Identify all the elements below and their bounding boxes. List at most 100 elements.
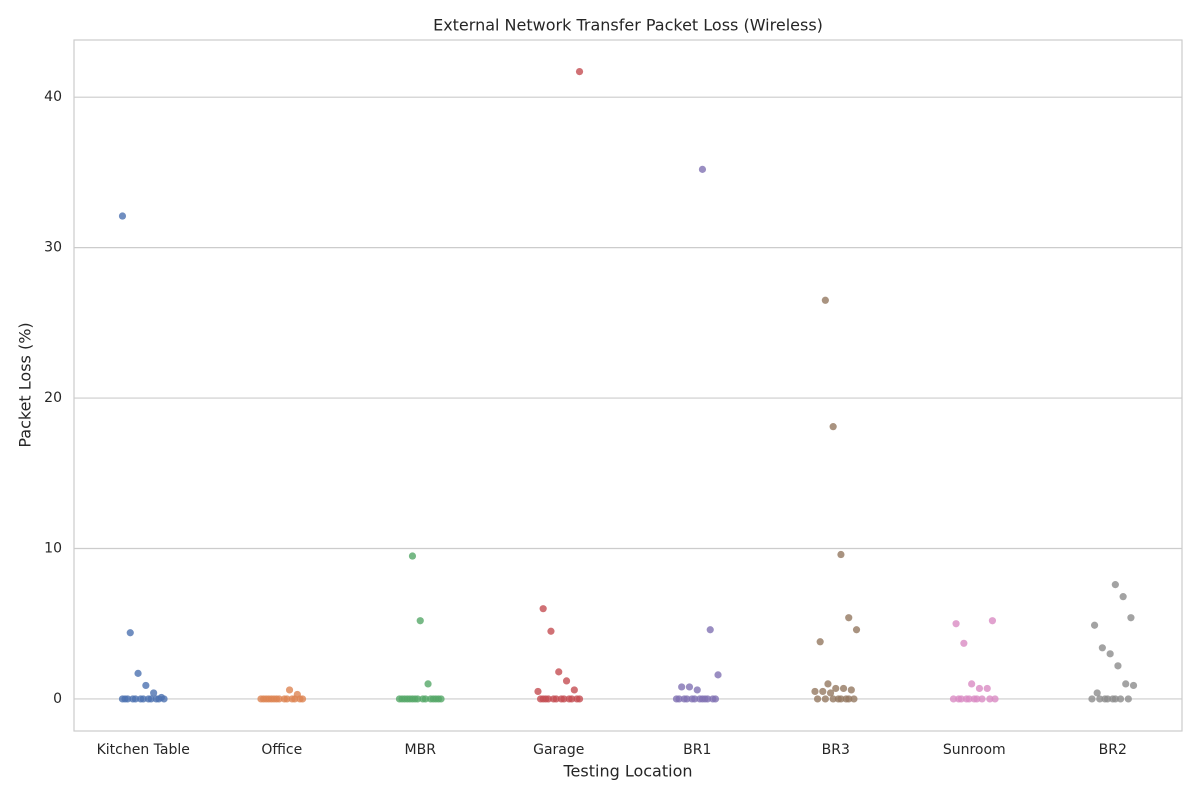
data-point [155, 695, 163, 703]
data-point [429, 695, 437, 703]
data-point [552, 695, 560, 703]
data-point [1122, 680, 1130, 688]
data-point [988, 617, 997, 625]
data-point [845, 695, 853, 703]
data-point [829, 695, 837, 703]
data-point [952, 620, 960, 628]
data-point [547, 627, 555, 635]
data-point [1124, 695, 1132, 703]
data-point [416, 617, 424, 625]
data-point [978, 695, 986, 703]
data-point [575, 695, 584, 703]
data-point [698, 165, 707, 173]
data-point [1090, 621, 1099, 629]
data-point [973, 695, 981, 703]
data-point [821, 296, 829, 304]
data-point [837, 695, 845, 703]
data-point [706, 626, 714, 634]
data-point [575, 67, 584, 76]
data-point [704, 695, 712, 703]
data-point [285, 686, 294, 694]
data-point [139, 695, 147, 703]
data-point [124, 695, 132, 703]
data-point [126, 629, 134, 637]
data-point [819, 687, 827, 696]
data-point [262, 695, 270, 703]
data-point [544, 695, 552, 703]
y-tick-label: 10 [44, 541, 62, 557]
data-point [298, 695, 307, 703]
data-point [131, 695, 140, 703]
data-point [562, 677, 571, 685]
data-point [414, 695, 422, 703]
data-point [1106, 650, 1114, 658]
data-point [283, 695, 291, 703]
data-point [1129, 681, 1138, 690]
data-point [829, 423, 837, 431]
data-point [852, 626, 861, 634]
data-point [711, 695, 720, 703]
data-point [986, 695, 994, 703]
data-point [424, 680, 432, 688]
data-point [1098, 644, 1106, 652]
data-point [160, 695, 168, 703]
data-point [1116, 695, 1125, 703]
y-tick-label: 40 [44, 89, 62, 105]
data-point [437, 695, 445, 703]
x-tick-label: BR2 [1099, 742, 1127, 758]
x-tick-label: Kitchen Table [97, 742, 190, 758]
data-point [147, 695, 155, 703]
data-point [291, 695, 299, 703]
data-point [691, 695, 699, 703]
x-axis-label: Testing Location [562, 762, 692, 781]
x-tick-label: Sunroom [943, 742, 1006, 758]
data-point [845, 614, 853, 622]
data-point [960, 639, 968, 647]
data-point [839, 684, 848, 693]
data-point [975, 684, 984, 693]
data-point [539, 695, 547, 703]
data-point [698, 695, 707, 703]
data-point [968, 680, 976, 688]
data-point [408, 695, 417, 703]
data-point [1111, 581, 1119, 589]
data-point [826, 689, 835, 697]
x-tick-label: Garage [533, 742, 584, 758]
x-tick-label: Office [261, 742, 302, 758]
data-point [685, 683, 694, 691]
data-point [983, 684, 991, 693]
data-point [555, 668, 563, 676]
data-point [821, 695, 829, 703]
data-point [1119, 593, 1127, 601]
y-axis-label: Packet Loss (%) [16, 322, 35, 447]
data-point [275, 695, 283, 703]
data-point [134, 669, 142, 677]
data-point [118, 695, 127, 703]
data-point [832, 684, 840, 693]
data-point [1103, 695, 1112, 703]
data-point [560, 695, 568, 703]
data-point [850, 695, 858, 703]
x-tick-label: MBR [405, 742, 437, 758]
data-point [683, 695, 691, 703]
data-point [675, 695, 683, 703]
data-point [813, 695, 822, 703]
data-point [150, 689, 158, 697]
data-point [570, 686, 578, 694]
x-tick-label: BR1 [683, 742, 711, 758]
data-point [1111, 695, 1119, 703]
data-point [421, 695, 430, 703]
data-point [401, 695, 409, 703]
data-point [568, 695, 576, 703]
data-point [1088, 695, 1096, 703]
y-tick-label: 20 [44, 390, 62, 406]
data-point [142, 681, 150, 690]
data-point [534, 687, 542, 696]
data-point [1096, 695, 1104, 703]
data-point [837, 550, 845, 559]
chart-title: External Network Transfer Packet Loss (W… [433, 16, 823, 35]
data-point [714, 671, 722, 679]
data-point [408, 552, 417, 560]
data-point [1127, 614, 1135, 622]
data-point [816, 638, 824, 646]
